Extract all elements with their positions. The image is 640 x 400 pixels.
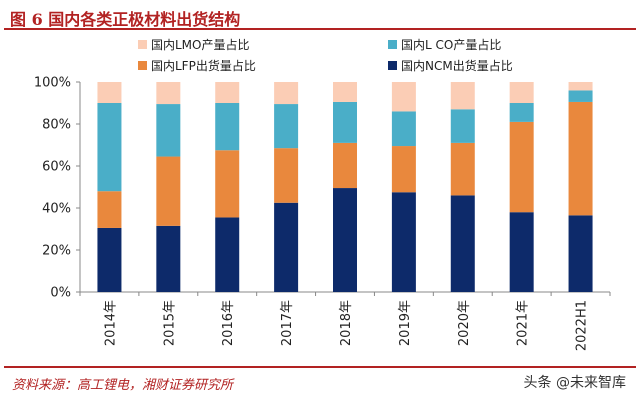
bar-segment — [509, 121, 534, 213]
y-tick-label: 60% — [42, 160, 71, 175]
bar-segment — [568, 90, 593, 102]
bar-segment — [391, 111, 416, 147]
bar-segment — [333, 142, 357, 189]
bar-segment — [274, 202, 299, 292]
bar-segment — [215, 150, 240, 218]
watermark: 头条 @未来智库 — [523, 375, 626, 391]
bar-segment — [450, 109, 475, 143]
x-tick-label: 2022H1 — [575, 300, 590, 351]
bar-segment — [509, 212, 534, 292]
bar-segment — [333, 82, 357, 102]
bar-segment — [391, 146, 416, 193]
bar-segment — [450, 195, 475, 292]
bar-segment — [333, 188, 357, 292]
y-tick-label: 100% — [34, 76, 71, 91]
bar-segment — [156, 104, 181, 157]
legend-label: 国内L CO产量占比 — [401, 37, 501, 52]
bar-segment — [156, 82, 181, 105]
bar-segment — [450, 142, 475, 196]
bar-segment — [156, 225, 181, 292]
bar-segment — [568, 82, 593, 91]
figure-title: 图 6 国内各类正极材料出货结构 — [10, 10, 241, 29]
bar-segment — [156, 156, 181, 226]
bar-segment — [274, 148, 299, 203]
legend-label: 国内LFP出货量占比 — [151, 58, 256, 73]
x-tick-label: 2020年 — [457, 300, 472, 346]
legend-label: 国内LMO产量占比 — [151, 37, 250, 52]
bar-segment — [215, 103, 240, 151]
source-note: 资料来源：高工锂电，湘财证券研究所 — [12, 378, 234, 393]
y-tick-label: 80% — [42, 118, 71, 133]
x-tick-label: 2017年 — [280, 300, 295, 346]
x-tick-label: 2018年 — [339, 300, 354, 346]
bar-segment — [509, 82, 534, 103]
y-tick-label: 0% — [50, 286, 71, 301]
bar-segment — [391, 192, 416, 292]
legend-swatch — [138, 61, 147, 70]
x-tick-label: 2021年 — [516, 300, 531, 346]
legend-swatch — [388, 61, 397, 70]
legend-swatch — [138, 40, 147, 49]
legend-swatch — [388, 40, 397, 49]
y-tick-label: 20% — [42, 244, 71, 259]
x-tick-label: 2014年 — [103, 300, 118, 346]
bar-segment — [568, 215, 593, 292]
x-tick-label: 2019年 — [398, 300, 413, 346]
legend-label: 国内NCM出货量占比 — [401, 58, 513, 73]
bar-segment — [274, 104, 299, 149]
bar-segment — [450, 82, 475, 110]
bar-segment — [97, 227, 122, 292]
bar-segment — [215, 82, 240, 103]
x-tick-label: 2016年 — [221, 300, 236, 346]
bar-segment — [97, 103, 122, 192]
bar-segment — [274, 82, 299, 105]
bar-segment — [333, 101, 357, 143]
bar-segment — [97, 82, 122, 103]
figure-title-bar: 图 6 国内各类正极材料出货结构 — [4, 4, 636, 30]
bar-segment — [97, 191, 122, 228]
source-bar: 资料来源：高工锂电，湘财证券研究所 头条 @未来智库 — [4, 366, 636, 396]
bar-segment — [509, 103, 534, 122]
bar-segment — [215, 217, 240, 292]
x-tick-label: 2015年 — [162, 300, 177, 346]
y-tick-label: 40% — [42, 202, 71, 217]
bar-segment — [391, 82, 416, 112]
bar-segment — [568, 101, 593, 216]
